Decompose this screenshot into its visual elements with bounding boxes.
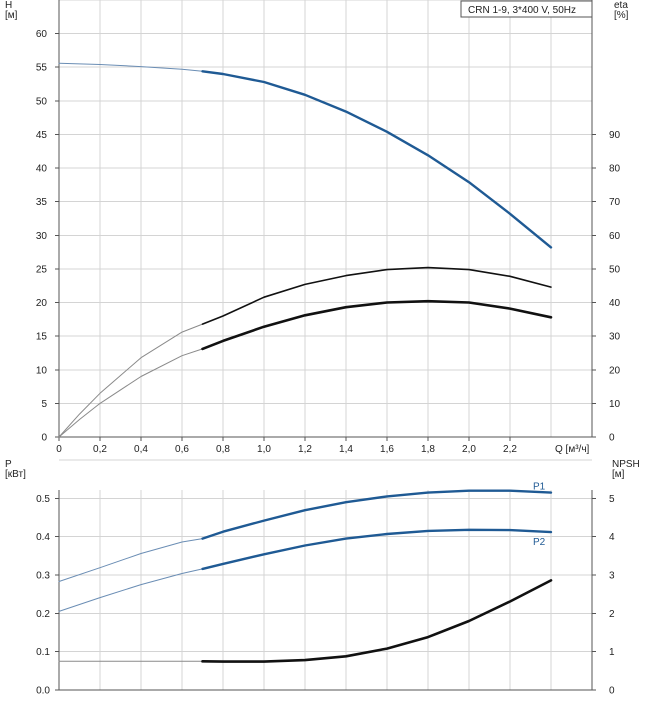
series-label-p1: P1: [533, 482, 546, 493]
bottom-right-tick-label: 4: [609, 532, 615, 543]
top-right-tick-label: 30: [609, 332, 621, 343]
efficiency-curve-lower-extrapolated: [58, 348, 203, 438]
power-p1-curve: [201, 489, 553, 540]
series-label-p2: P2: [533, 537, 546, 548]
top-left-tick-label: 5: [41, 399, 47, 410]
x-axis-label: Q [м³/ч]: [555, 444, 590, 455]
top-left-tick-label: 10: [36, 365, 48, 376]
x-tick-label: 1,8: [421, 444, 435, 455]
bottom-left-tick-label: 0.4: [36, 532, 50, 543]
top-right-tick-label: 70: [609, 197, 621, 208]
bottom-right-tick-label: 5: [609, 494, 615, 505]
top-right-tick-label: 40: [609, 298, 621, 309]
title-box: [460, 0, 593, 18]
top-right-tick-label: 0: [609, 433, 615, 444]
top-left-tick-label: 35: [36, 197, 48, 208]
efficiency-curve-upper-extrapolated: [58, 323, 203, 438]
x-tick-label: 0,4: [134, 444, 148, 455]
x-tick-label: 1,4: [339, 444, 353, 455]
top-right-tick-label: 80: [609, 164, 621, 175]
power-axis-label-line-2: [кВт]: [5, 469, 26, 480]
x-tick-label: 2,2: [503, 444, 517, 455]
power-p1-curve-extrapolated: [58, 538, 203, 582]
efficiency-curve-lower: [201, 299, 553, 351]
top-left-tick-label: 30: [36, 231, 48, 242]
top-left-tick-label: 60: [36, 29, 48, 40]
bottom-left-tick-label: 0.2: [36, 609, 50, 620]
bottom-left-tick-label: 0.0: [36, 686, 50, 697]
power-p2-curve: [201, 528, 553, 571]
eta-axis-label-line-1: eta: [614, 0, 628, 11]
top-right-tick-label: 90: [609, 130, 621, 141]
efficiency-curve-upper: [201, 266, 552, 325]
top-left-tick-label: 55: [36, 63, 48, 74]
top-left-tick-label: 15: [36, 332, 48, 343]
x-tick-label: 1,6: [380, 444, 394, 455]
bottom-left-tick-label: 0.5: [36, 494, 50, 505]
head-axis-label-line-2: [м]: [5, 10, 18, 21]
chart-title: CRN 1-9, 3*400 V, 50Hz: [468, 5, 576, 16]
top-left-tick-label: 45: [36, 130, 48, 141]
head-curve-extrapolated: [58, 62, 203, 72]
head-axis-label-line-1: H: [5, 0, 12, 11]
top-left-tick-label: 50: [36, 96, 48, 107]
x-tick-label: 0,6: [175, 444, 189, 455]
power-p2-curve-extrapolated: [58, 568, 203, 612]
bottom-left-tick-label: 0.3: [36, 571, 50, 582]
npsh-curve: [201, 579, 553, 663]
top-right-tick-label: 10: [609, 399, 621, 410]
x-tick-label: 0,2: [93, 444, 107, 455]
bottom-right-tick-label: 3: [609, 571, 615, 582]
x-tick-label: 0,8: [216, 444, 230, 455]
eta-axis-label-line-2: [%]: [614, 10, 629, 21]
power-axis-label-line-1: P: [5, 459, 12, 470]
top-left-tick-label: 0: [41, 433, 47, 444]
npsh-axis-label-line-1: NPSH: [612, 459, 640, 470]
head-curve: [201, 70, 553, 249]
top-right-tick-label: 20: [609, 365, 621, 376]
top-right-tick-label: 60: [609, 231, 621, 242]
bottom-right-tick-label: 2: [609, 609, 615, 620]
bottom-left-tick-label: 0.1: [36, 647, 50, 658]
npsh-axis-label-line-2: [м]: [612, 469, 625, 480]
top-left-tick-label: 20: [36, 298, 48, 309]
top-left-tick-label: 40: [36, 164, 48, 175]
x-tick-label: 2,0: [462, 444, 476, 455]
top-left-tick-label: 25: [36, 264, 48, 275]
x-tick-label: 1,2: [298, 444, 312, 455]
x-tick-label: 0: [56, 444, 62, 455]
bottom-right-tick-label: 1: [609, 647, 615, 658]
x-tick-label: 1,0: [257, 444, 271, 455]
bottom-right-tick-label: 0: [609, 686, 615, 697]
top-right-tick-label: 50: [609, 264, 621, 275]
